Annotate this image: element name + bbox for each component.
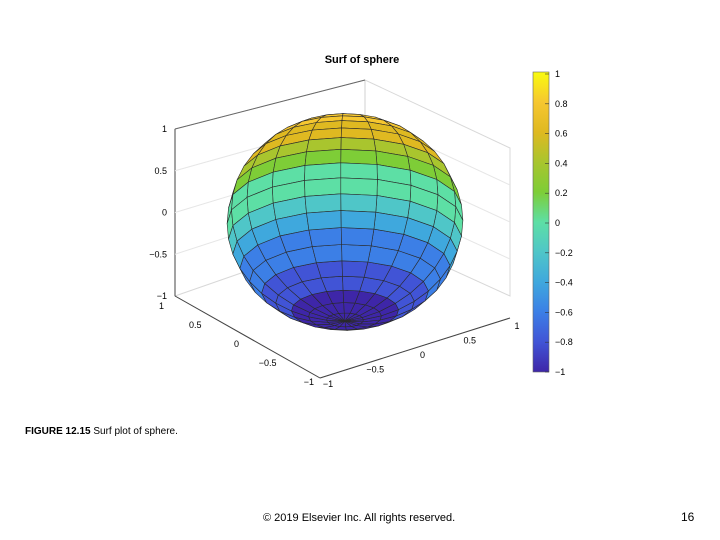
surface-patch — [340, 177, 378, 196]
colorbar-tick-label: −0.8 — [555, 337, 573, 347]
surface-patch — [341, 260, 369, 278]
surface-patch — [340, 193, 378, 213]
surface-patch — [315, 260, 343, 279]
surface-patch — [304, 162, 342, 181]
x-tick-label: −1 — [323, 379, 333, 389]
y-tick-label: 0 — [234, 339, 239, 349]
z-axis-ticks: 1 0.5 0 −0.5 −1 — [149, 124, 167, 301]
z-tick-label: 0.5 — [154, 166, 167, 176]
surface-patch — [311, 244, 343, 264]
sphere-surface — [226, 113, 464, 331]
surface-patch — [340, 127, 375, 140]
colorbar-tick-label: −1 — [555, 367, 565, 377]
y-tick-label: −0.5 — [259, 358, 277, 368]
caption-label: FIGURE 12.15 — [25, 426, 91, 437]
surface-patch — [340, 148, 378, 165]
colorbar-tick-label: 0.4 — [555, 158, 568, 168]
colorbar-tick-label: 0.8 — [555, 99, 568, 109]
z-tick-label: 0 — [162, 208, 167, 218]
y-tick-label: 1 — [159, 301, 164, 311]
colorbar-tick-label: 0.6 — [555, 129, 568, 139]
colorbar-tick-label: 1 — [555, 69, 560, 79]
colorbar-ticks: 1 0.8 0.6 0.4 0.2 0 −0.2 −0.4 −0.6 −0.8 −1 — [545, 69, 573, 377]
surface-patch — [304, 177, 342, 197]
y-tick-label: 0.5 — [189, 320, 202, 330]
colorbar-tick-label: 0.2 — [555, 188, 568, 198]
x-tick-label: 0.5 — [463, 336, 476, 346]
z-tick-label: −1 — [157, 291, 167, 301]
x-tick-label: 0 — [420, 350, 425, 360]
y-axis-ticks: 1 0.5 0 −0.5 −1 — [159, 301, 314, 387]
z-tick-label: 1 — [162, 124, 167, 134]
colorbar-tick-label: −0.2 — [555, 248, 573, 258]
chart-title: Surf of sphere — [325, 54, 400, 66]
x-tick-label: 1 — [514, 321, 519, 331]
copyright-notice: © 2019 Elsevier Inc. All rights reserved… — [263, 512, 456, 524]
colorbar — [532, 71, 550, 373]
x-tick-label: −0.5 — [366, 365, 384, 375]
surface-patch — [308, 227, 342, 247]
surface-patch — [340, 227, 375, 247]
colorbar-tick-label: −0.4 — [555, 278, 573, 288]
page-number: 16 — [681, 510, 695, 524]
colorbar-tick-label: 0 — [555, 218, 560, 228]
surface-patch — [340, 162, 378, 180]
x-axis-ticks: 1 0.5 0 −0.5 −1 — [323, 321, 520, 389]
figure-caption: FIGURE 12.15 Surf plot of sphere. — [25, 426, 178, 437]
z-tick-label: −0.5 — [149, 249, 167, 259]
surface-patch — [340, 137, 377, 152]
surface-patch — [306, 210, 342, 231]
y-tick-label: −1 — [304, 377, 314, 387]
surface-patch — [340, 210, 377, 230]
colorbar-tick-label: −0.6 — [555, 307, 573, 317]
surface-patch — [341, 244, 372, 263]
caption-text: Surf plot of sphere. — [93, 426, 178, 437]
surface-patch — [304, 193, 342, 214]
